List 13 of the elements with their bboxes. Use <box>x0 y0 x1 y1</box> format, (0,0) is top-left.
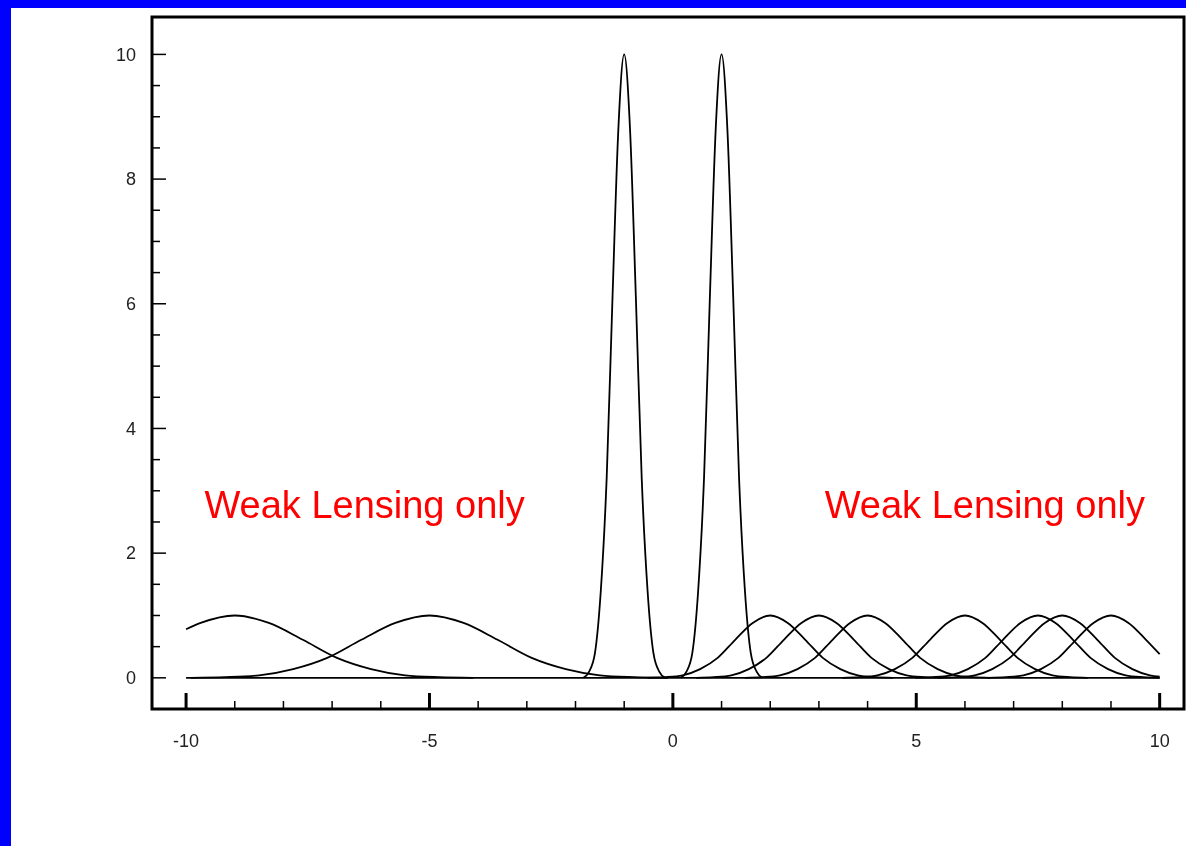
y-tick-label: 2 <box>125 543 136 564</box>
x-tick-label: 5 <box>911 731 922 751</box>
annotation: Weak Lensing only <box>204 484 525 527</box>
y-tick-label: 10 <box>115 44 136 65</box>
y-tick-label: 8 <box>125 169 136 190</box>
y-tick-label: 6 <box>125 294 136 315</box>
annotation: Weak Lensing only <box>824 484 1146 527</box>
y-tick-label: 0 <box>125 668 136 689</box>
x-tick-label: -5 <box>421 731 438 751</box>
y-tick-label: 4 <box>125 418 136 439</box>
x-tick-label: 0 <box>667 731 678 751</box>
x-tick-label: -10 <box>173 731 200 751</box>
x-tick-label: 10 <box>1149 731 1170 751</box>
